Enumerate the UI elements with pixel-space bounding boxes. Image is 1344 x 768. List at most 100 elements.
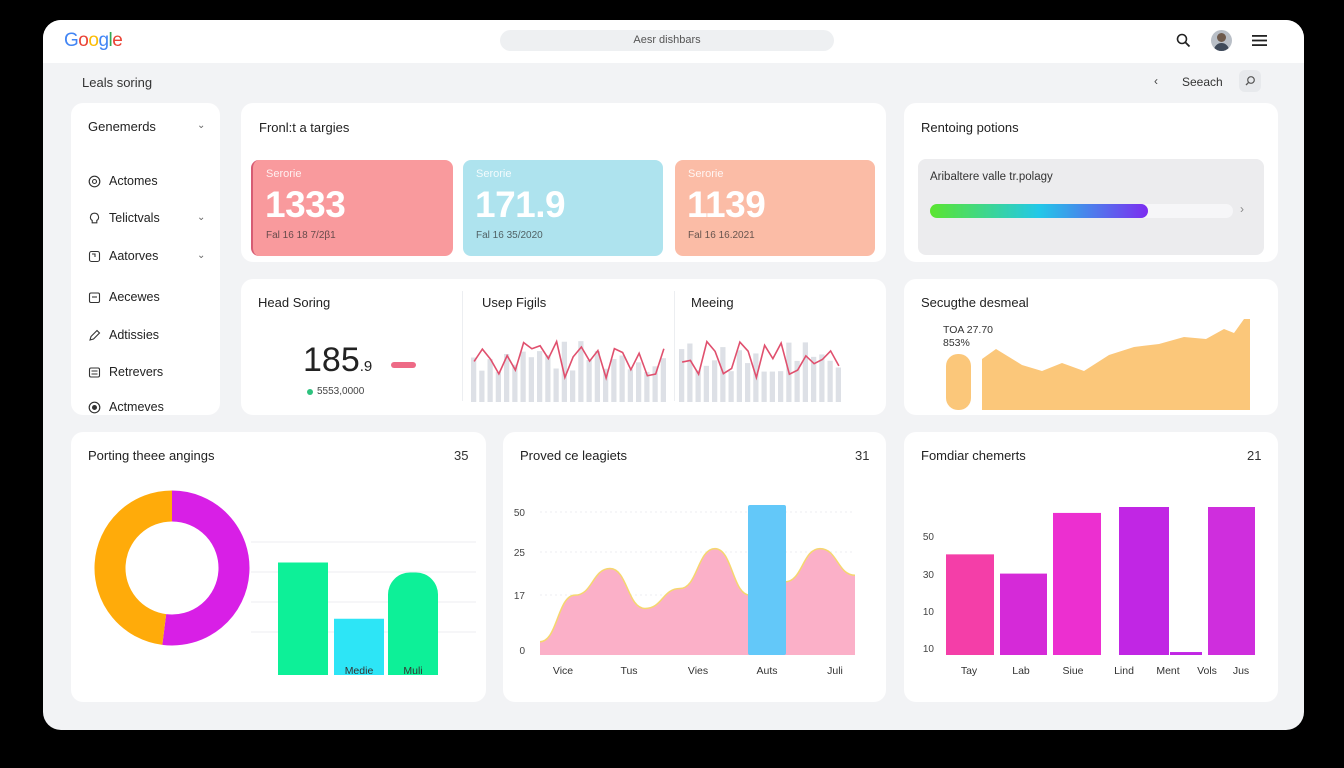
stat-line: 853% xyxy=(943,337,970,349)
back-button[interactable]: ‹ xyxy=(1154,74,1158,88)
spark-bar xyxy=(619,355,625,402)
card-count: 21 xyxy=(1247,448,1262,463)
proved-card: Proved ce leagiets 31 50 25 17 0 Vice Tus Vies… xyxy=(503,432,886,702)
porting-card: Porting theee angings 35 Medie Muli xyxy=(71,432,486,702)
sidebar-item-adtissies[interactable]: Adtissies xyxy=(88,328,159,342)
x-tick-label: Tus xyxy=(620,665,637,677)
sidebar-item-label: Aatorves xyxy=(109,249,159,263)
spark-bar xyxy=(811,356,817,402)
progress-bar[interactable] xyxy=(930,204,1148,218)
metric-tile[interactable]: Serorie 1139 Fal 16 16.2021 xyxy=(675,160,875,256)
metric-value: 171.9 xyxy=(475,184,566,225)
bar xyxy=(278,562,328,675)
calendar-icon xyxy=(88,291,101,303)
spark-bar xyxy=(679,349,685,402)
x-tick-label: Vice xyxy=(553,665,573,677)
spark-bar xyxy=(827,360,833,402)
sidebar-item-telictvals[interactable]: Telictvals xyxy=(88,211,160,225)
spark-bar xyxy=(652,366,658,402)
area-outline xyxy=(539,547,856,643)
y-tick-label: 0 xyxy=(519,646,525,657)
meeing-sparkline-chart xyxy=(679,339,841,402)
chevron-down-icon[interactable]: ⌄ xyxy=(197,212,206,223)
spark-bar xyxy=(761,371,767,402)
area-pillar xyxy=(946,354,971,410)
target-icon xyxy=(88,401,101,413)
y-tick-label: 25 xyxy=(514,548,526,559)
score-subtext: 5553,0000 xyxy=(307,386,364,397)
chevron-right-icon[interactable]: › xyxy=(1240,202,1244,216)
spark-bar xyxy=(512,364,518,402)
sidebar-item-label: Aecewes xyxy=(109,290,160,304)
spark-bar xyxy=(594,351,600,402)
card-count: 35 xyxy=(454,448,469,463)
bar xyxy=(1208,507,1255,655)
metric-label: Serorie xyxy=(476,168,512,180)
archive-icon xyxy=(88,250,101,262)
search-input[interactable]: Aesr dishbars xyxy=(500,30,834,51)
secugthe-area-chart xyxy=(946,319,1250,410)
secugthe-card: Secugthe desmeal TOA 27.70 853% xyxy=(904,279,1278,415)
spark-bar xyxy=(636,362,642,402)
donut-chart xyxy=(94,490,250,646)
sidebar: Genemerds ⌄ Actomes Telictvals ⌄ Aatorve… xyxy=(71,103,220,415)
card-title: Usep Figils xyxy=(482,295,547,310)
inbox-icon xyxy=(88,366,101,378)
metric-tile[interactable]: Serorie 1333 Fal 16 18 7/2β1 xyxy=(251,160,453,256)
search-link[interactable]: Seeach xyxy=(1182,75,1223,89)
spark-bar xyxy=(712,360,718,402)
chevron-down-icon[interactable]: ⌄ xyxy=(197,120,206,131)
sidebar-item-label: Retrevers xyxy=(109,365,164,379)
spark-bar xyxy=(570,370,576,402)
score-suffix: .9 xyxy=(359,358,373,375)
sidebar-item-label: Actmeves xyxy=(109,400,164,414)
bar xyxy=(1119,507,1169,655)
spark-bar xyxy=(504,354,510,402)
progress-label: Aribaltere valle tr.polagy xyxy=(930,171,1053,183)
progress-panel: Aribaltere valle tr.polagy › xyxy=(918,159,1264,255)
spark-bar xyxy=(495,371,501,402)
spark-bar xyxy=(471,357,477,402)
card-count: 31 xyxy=(855,448,870,463)
bulb-icon xyxy=(89,212,100,223)
sidebar-header[interactable]: Genemerds xyxy=(88,119,156,134)
search-icon xyxy=(1245,76,1255,86)
metric-tile[interactable]: Serorie 171.9 Fal 16 35/2020 xyxy=(463,160,663,256)
sidebar-item-retrevers[interactable]: Retrevers xyxy=(88,365,163,379)
x-tick-label: Medie xyxy=(345,665,374,677)
card-title: Secugthe desmeal xyxy=(921,295,1029,310)
x-tick-label: Ment xyxy=(1156,665,1179,677)
sidebar-item-aecewes[interactable]: Aecewes xyxy=(88,290,160,304)
spark-bar xyxy=(553,368,559,402)
spark-bar xyxy=(520,351,526,402)
sidebar-item-actomes[interactable]: Actomes xyxy=(88,174,158,188)
chevron-down-icon[interactable]: ⌄ xyxy=(197,250,206,261)
x-tick-label: Juli xyxy=(827,665,843,677)
x-tick-label: Auts xyxy=(756,665,777,677)
search-icon[interactable] xyxy=(1176,33,1191,48)
metric-label: Serorie xyxy=(688,168,724,180)
spark-bar xyxy=(835,367,841,402)
metric-label: Serorie xyxy=(266,168,302,180)
sidebar-item-aatorves[interactable]: Aatorves xyxy=(88,249,158,263)
spark-bar xyxy=(644,371,650,402)
spark-bar xyxy=(586,359,592,402)
google-logo[interactable]: Google xyxy=(64,30,123,51)
avatar[interactable] xyxy=(1211,30,1232,51)
metric-value: 1139 xyxy=(687,184,766,225)
y-tick-label: 50 xyxy=(923,532,935,543)
metric-subtext: Fal 16 18 7/2β1 xyxy=(266,230,336,241)
spark-line xyxy=(681,339,840,381)
menu-icon[interactable] xyxy=(1252,34,1267,47)
search-button[interactable] xyxy=(1239,70,1261,92)
spark-bar xyxy=(578,341,584,402)
divider xyxy=(674,291,675,401)
card-title: Rentoing potions xyxy=(921,120,1019,135)
usep-sparkline-chart xyxy=(471,339,666,402)
spark-bar xyxy=(611,359,617,402)
divider xyxy=(462,291,463,401)
spark-bar xyxy=(687,343,693,402)
spark-bar xyxy=(819,354,825,402)
sidebar-item-actmeves[interactable]: Actmeves xyxy=(88,400,164,414)
donut-slice xyxy=(94,490,173,645)
